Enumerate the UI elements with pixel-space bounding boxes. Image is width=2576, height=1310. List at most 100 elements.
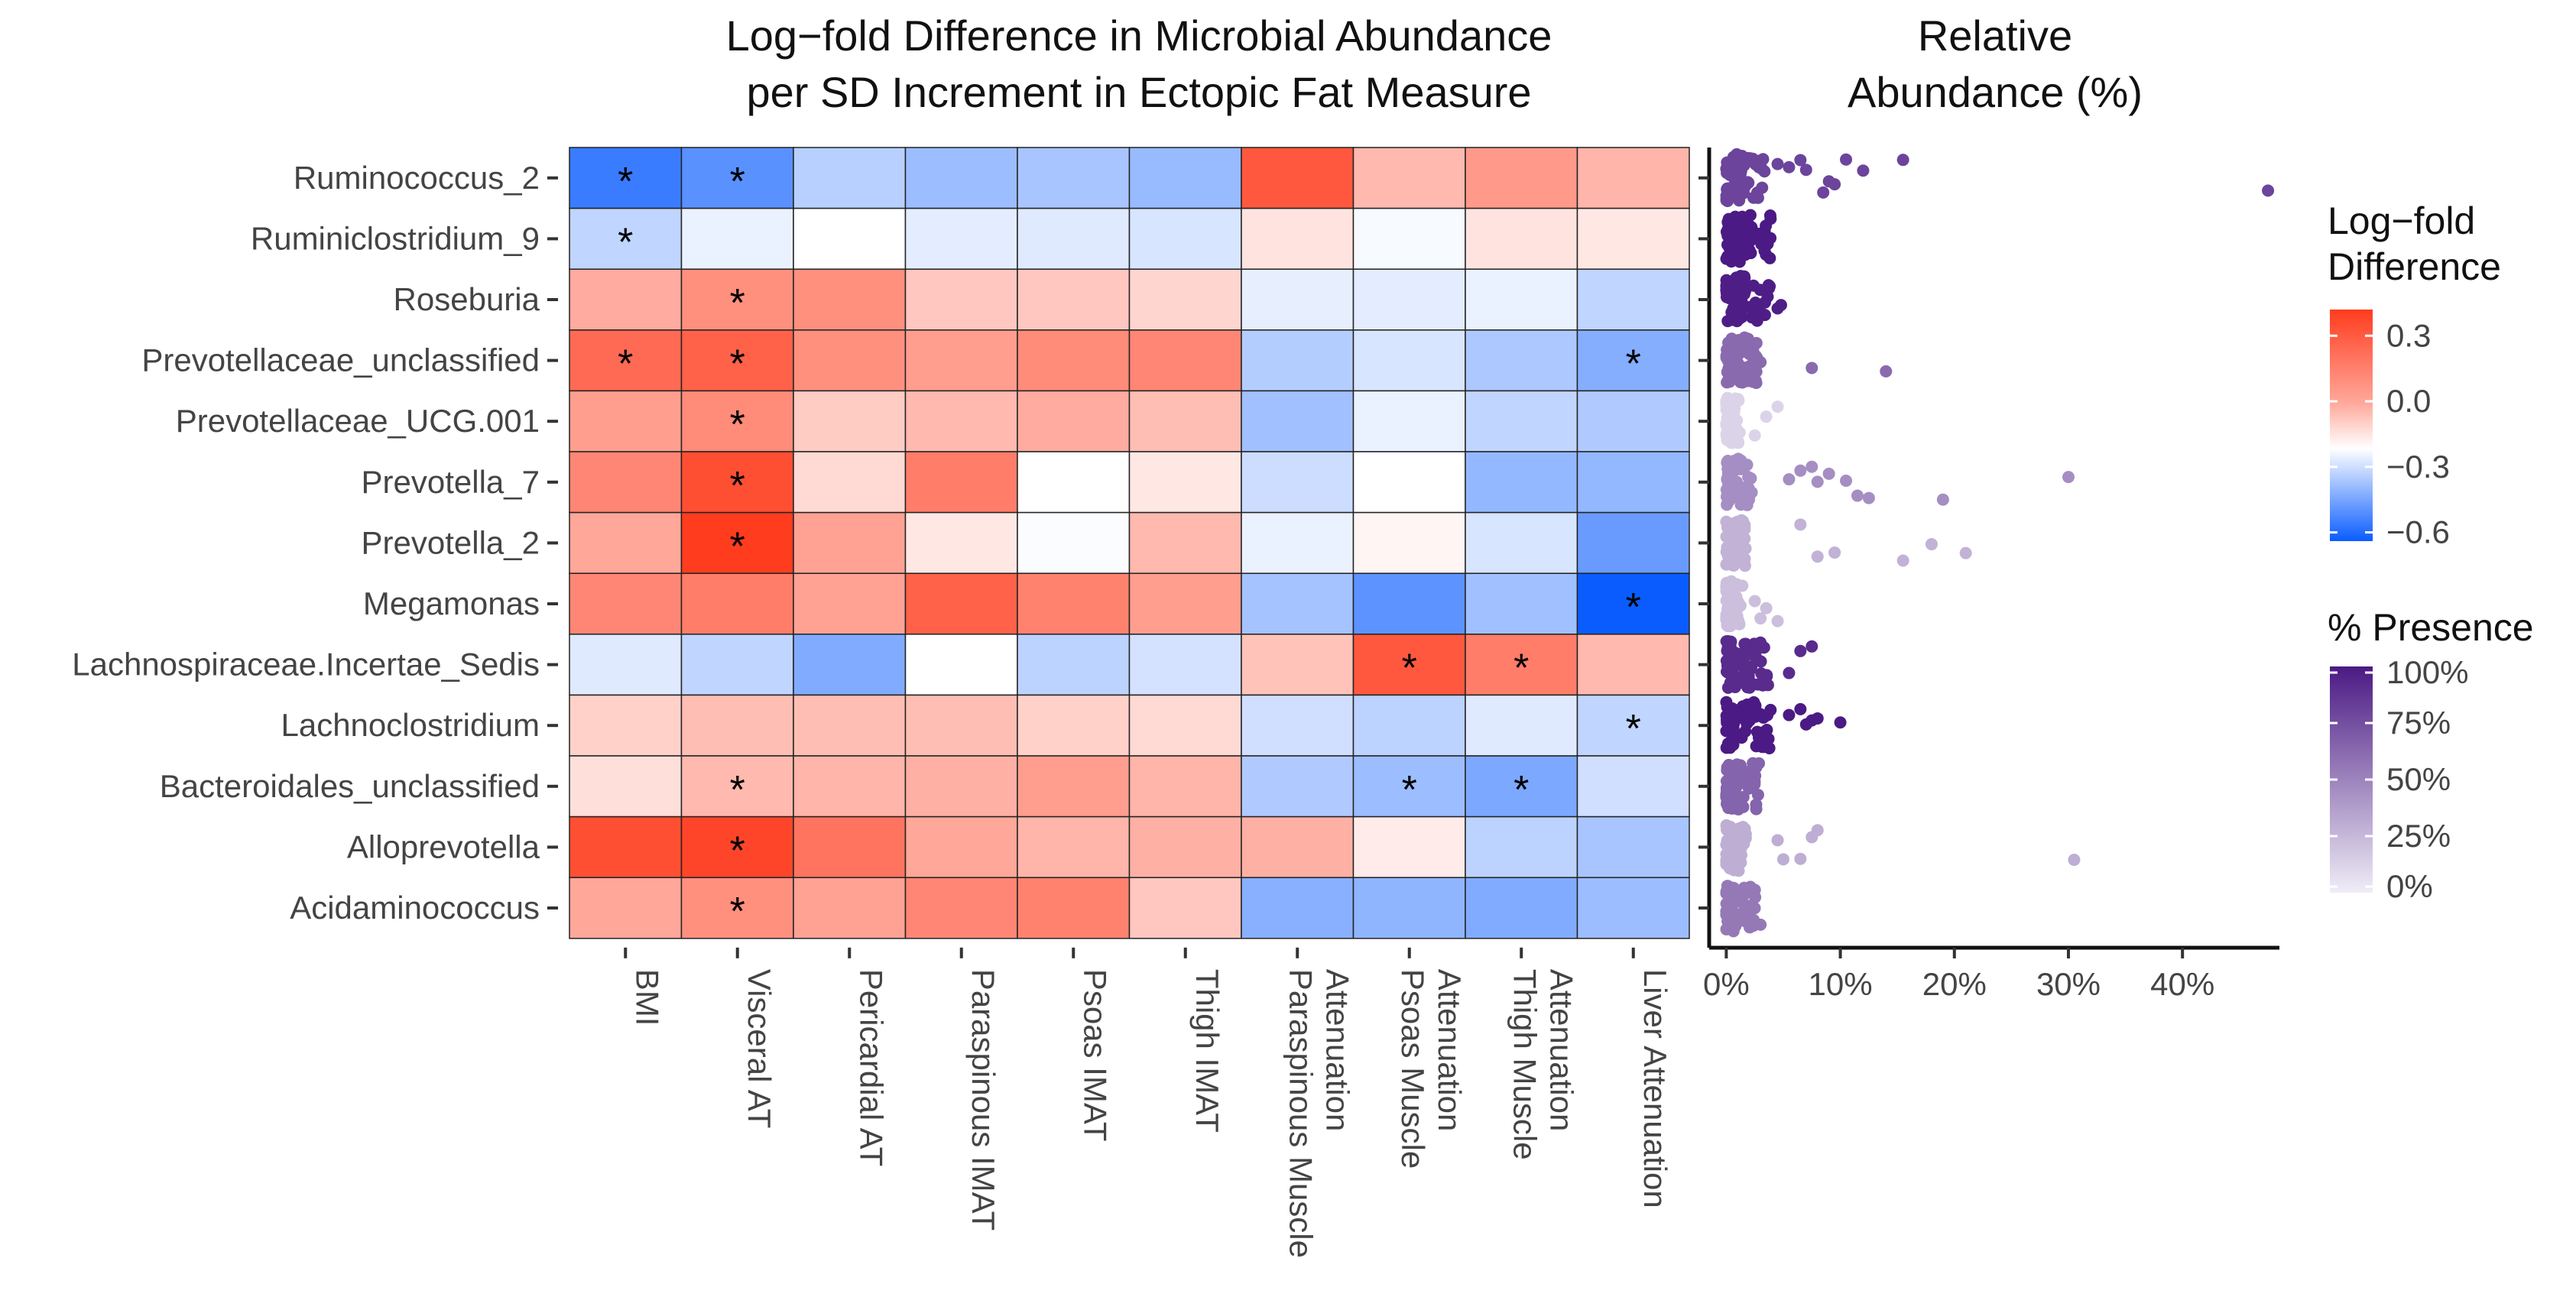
heatmap-cell xyxy=(1241,390,1355,452)
scatter-point xyxy=(1748,884,1761,897)
heatmap-cell xyxy=(1576,877,1690,939)
significance-marker: * xyxy=(618,220,633,264)
column-label: Thigh Muscle xyxy=(1507,969,1543,1160)
significance-marker: * xyxy=(1402,647,1417,691)
scatter-point xyxy=(1760,723,1773,736)
row-label: Prevotella_7 xyxy=(362,464,540,500)
scatter-title-line: Relative xyxy=(1918,11,2072,60)
scatter-point xyxy=(1799,718,1812,731)
heatmap-cell xyxy=(680,390,794,452)
significance-marker: * xyxy=(730,464,745,508)
heatmap-cell xyxy=(904,572,1018,635)
scatter-point xyxy=(1794,154,1807,167)
scatter-point xyxy=(1799,164,1812,177)
scatter-point xyxy=(1721,701,1734,714)
scatter-title-line: Abundance (%) xyxy=(1848,68,2143,116)
column-label: Psoas Muscle xyxy=(1395,969,1431,1169)
heatmap-cell xyxy=(1352,207,1466,270)
heatmap-cell xyxy=(1241,634,1355,696)
scatter-point xyxy=(1720,530,1733,543)
scatter-x-tick-label: 40% xyxy=(2150,966,2214,1002)
significance-marker: * xyxy=(1626,585,1641,630)
scatter-point xyxy=(1805,362,1818,375)
scatter-point xyxy=(1721,641,1734,654)
heatmap-cell xyxy=(1241,511,1355,574)
row-label: Lachnoclostridium xyxy=(281,707,540,743)
heatmap-cell xyxy=(569,572,683,635)
heatmap-cell xyxy=(569,451,683,514)
significance-marker: * xyxy=(1513,768,1529,812)
scatter-point xyxy=(1741,375,1754,387)
heatmap-cell xyxy=(1017,694,1131,757)
heatmap-cell xyxy=(680,511,794,574)
scatter-point xyxy=(1739,482,1752,494)
scatter-point xyxy=(1721,498,1734,511)
heatmap-cell xyxy=(1576,694,1690,757)
heatmap-cell xyxy=(904,451,1018,514)
heatmap-cell xyxy=(793,329,907,392)
scatter-point xyxy=(1771,400,1784,413)
heatmap-cell xyxy=(1017,147,1131,209)
scatter-point xyxy=(1757,153,1770,166)
legend-presence-title: % Presence xyxy=(2328,606,2534,649)
heatmap-cell xyxy=(1352,147,1466,209)
heatmap-cell xyxy=(680,634,794,696)
heatmap-cell xyxy=(1017,634,1131,696)
heatmap-cell xyxy=(1128,147,1242,209)
scatter-point xyxy=(1925,538,1938,551)
scatter-point xyxy=(1794,852,1807,865)
legend-presence-tick-label: 0% xyxy=(2386,868,2433,904)
heatmap-cell xyxy=(793,572,907,635)
scatter-point xyxy=(1750,803,1763,816)
heatmap-title-line: Log−fold Difference in Microbial Abundan… xyxy=(726,11,1552,60)
row-label: Alloprevotella xyxy=(347,828,540,864)
scatter-point xyxy=(1748,595,1761,608)
row-label: Acidaminococcus xyxy=(290,890,540,926)
row-label: Ruminococcus_2 xyxy=(294,160,540,196)
heatmap-cell xyxy=(1241,694,1355,757)
heatmap-cell xyxy=(793,147,907,209)
heatmap-cell xyxy=(1128,634,1242,696)
heatmap-cell xyxy=(680,877,794,939)
heatmap-cell xyxy=(793,268,907,331)
heatmap-cell xyxy=(904,511,1018,574)
heatmap-cell xyxy=(1576,147,1690,209)
significance-marker: * xyxy=(730,281,745,326)
scatter-point xyxy=(1731,342,1744,355)
scatter-point xyxy=(1758,245,1771,258)
significance-marker: * xyxy=(618,160,633,204)
scatter-point xyxy=(1756,181,1769,194)
heatmap-cell xyxy=(1128,816,1242,878)
scatter-point xyxy=(1735,848,1748,861)
scatter-point xyxy=(1753,757,1766,770)
heatmap-cell xyxy=(1241,572,1355,635)
heatmap-cell xyxy=(1352,511,1466,574)
scatter-point xyxy=(1783,709,1796,721)
column-label: Pericardial AT xyxy=(853,969,889,1166)
scatter-point xyxy=(1754,355,1767,368)
heatmap-cell xyxy=(1352,390,1466,452)
legend-lfd-title: Difference xyxy=(2328,245,2501,288)
scatter-point xyxy=(1734,493,1747,506)
heatmap-cell xyxy=(1241,329,1355,392)
heatmap-cell xyxy=(1465,511,1578,574)
scatter-point xyxy=(1822,467,1835,480)
heatmap-cell xyxy=(1017,268,1131,331)
scatter-point xyxy=(1760,219,1773,232)
heatmap-cell xyxy=(904,877,1018,939)
scatter-point xyxy=(1727,151,1740,164)
scatter-point xyxy=(1721,659,1734,672)
heatmap-cell xyxy=(1241,877,1355,939)
significance-marker: * xyxy=(1626,342,1641,387)
scatter-point xyxy=(1760,601,1773,614)
significance-marker: * xyxy=(730,890,745,934)
heatmap-cell xyxy=(1465,694,1578,757)
legend-presence-tick-label: 100% xyxy=(2386,654,2468,690)
column-label: Visceral AT xyxy=(741,969,777,1129)
scatter-point xyxy=(1959,546,1972,559)
heatmap-cell xyxy=(1128,451,1242,514)
heatmap-cell xyxy=(1465,877,1578,939)
heatmap-cell xyxy=(569,390,683,452)
scatter-point xyxy=(1724,459,1737,472)
